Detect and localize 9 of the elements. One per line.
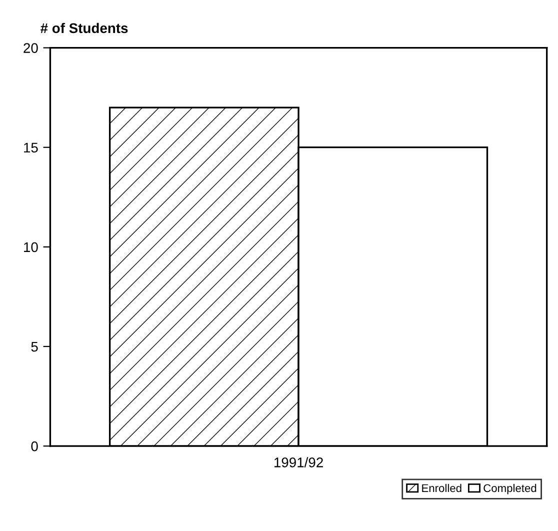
- x-tick-label: 1991/92: [274, 457, 323, 468]
- y-tick-label: 0: [31, 441, 38, 452]
- y-tick-label: 5: [31, 342, 38, 352]
- y-tick-label: 15: [24, 142, 38, 153]
- y-axis-title: # of Students: [40, 22, 128, 34]
- legend-label: Enrolled: [422, 484, 462, 492]
- y-tick-label: 20: [24, 43, 38, 53]
- y-tick-label: 10: [24, 242, 38, 252]
- legend-label: Completed: [484, 484, 536, 494]
